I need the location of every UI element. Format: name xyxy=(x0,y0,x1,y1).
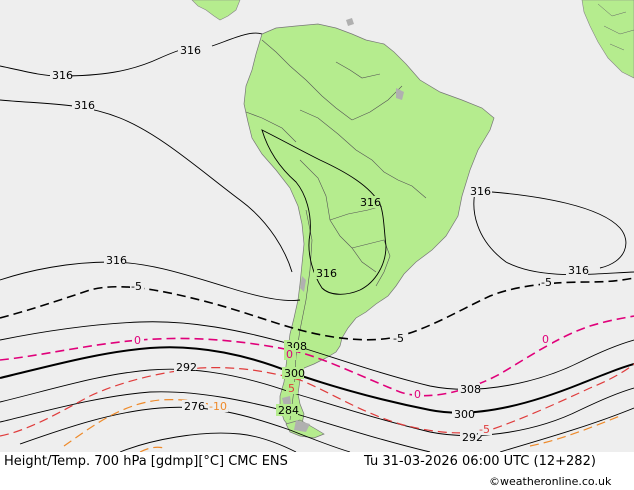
label-316-f-text: 316 xyxy=(316,267,337,280)
temp-minus10-south-atl xyxy=(529,415,621,447)
label-316-b: 316 xyxy=(50,69,73,82)
contour-316-north-2 xyxy=(211,32,263,47)
label-temp-m5-b: -5 xyxy=(392,332,406,345)
label-temp-5-text: 5 xyxy=(288,382,295,395)
label-292-b: 292 xyxy=(460,431,483,444)
contour-316-pacific xyxy=(0,99,293,273)
temp-minus5-north xyxy=(0,277,634,341)
height-contours xyxy=(0,32,634,453)
label-temp-5: 5 xyxy=(286,382,298,395)
central-america-land xyxy=(191,0,241,21)
contour-268 xyxy=(119,432,297,453)
label-temp-0-c: 0 xyxy=(412,388,424,401)
contour-308 xyxy=(0,321,634,390)
label-temp-m5-b-text: -5 xyxy=(393,332,404,345)
south-america-land xyxy=(243,23,495,431)
label-temp-m5-d-text: -5 xyxy=(479,423,490,436)
label-276: 276 xyxy=(182,400,205,413)
contour-316-continent xyxy=(261,129,387,295)
contour-316-atlantic xyxy=(473,187,634,276)
label-temp-0-b: 0 xyxy=(284,348,296,361)
label-316-d-text: 316 xyxy=(106,254,127,267)
label-308-b-text: 308 xyxy=(460,383,481,396)
label-300-b: 300 xyxy=(452,408,475,421)
label-316-h-text: 316 xyxy=(568,264,589,277)
map-title: Height/Temp. 700 hPa [gdmp][°C] CMC ENS xyxy=(4,454,288,469)
label-284-text: 284 xyxy=(278,404,299,417)
contour-284 xyxy=(0,391,431,453)
label-316-g: 316 xyxy=(468,185,491,198)
label-292-b-text: 292 xyxy=(462,431,483,444)
label-292-a-text: 292 xyxy=(176,361,197,374)
label-316-a: 316 xyxy=(178,44,201,57)
africa-land xyxy=(581,0,634,79)
label-temp-m5-c: -5 xyxy=(540,276,554,289)
label-temp-m10: -10 xyxy=(208,400,228,413)
site-credit-link[interactable]: ©weatheronline.co.uk xyxy=(489,475,612,488)
label-316-e: 316 xyxy=(358,196,381,209)
label-300-a-text: 300 xyxy=(284,367,305,380)
label-316-c-text: 316 xyxy=(74,99,95,112)
label-316-b-text: 316 xyxy=(52,69,73,82)
contour-292 xyxy=(0,368,634,437)
contour-south-atl xyxy=(499,407,634,453)
label-276-text: 276 xyxy=(184,400,205,413)
temp-minus5-south xyxy=(0,363,634,437)
label-temp-0-b-text: 0 xyxy=(286,348,293,361)
label-temp-0-a: 0 xyxy=(132,334,144,347)
forecast-datetime: Tu 31-03-2026 06:00 UTC (12+282) xyxy=(364,454,596,469)
label-temp-0-c-text: 0 xyxy=(414,388,421,401)
temp-minus15 xyxy=(139,446,165,453)
label-316-h: 316 xyxy=(566,264,589,277)
label-temp-m10-text: -10 xyxy=(209,400,227,413)
label-316-a-text: 316 xyxy=(180,44,201,57)
label-300-a: 300 xyxy=(282,367,305,380)
footer-band xyxy=(0,452,634,490)
label-temp-m5-c-text: -5 xyxy=(541,276,552,289)
label-316-c: 316 xyxy=(72,99,95,112)
label-316-d: 316 xyxy=(104,254,127,267)
label-temp-m5-a: -5 xyxy=(130,280,144,293)
contour-labels: 316 316 316 316 316 316 316 316 308 308 … xyxy=(50,44,589,444)
contour-316-atlantic-2 xyxy=(491,191,627,269)
label-temp-0-d-text: 0 xyxy=(542,333,549,346)
label-temp-0-d: 0 xyxy=(540,333,552,346)
label-316-f: 316 xyxy=(314,267,337,280)
africa-border xyxy=(597,3,634,51)
contour-316-south-pacific xyxy=(0,261,301,301)
label-316-g-text: 316 xyxy=(470,185,491,198)
label-316-e-text: 316 xyxy=(360,196,381,209)
label-temp-m5-a-text: -5 xyxy=(131,280,142,293)
label-292-a: 292 xyxy=(174,361,197,374)
label-284: 284 xyxy=(276,404,299,417)
label-temp-0-a-text: 0 xyxy=(134,334,141,347)
contour-300 xyxy=(0,346,634,414)
label-308-b: 308 xyxy=(458,383,481,396)
label-temp-m5-d: -5 xyxy=(478,423,492,436)
label-300-b-text: 300 xyxy=(454,408,475,421)
